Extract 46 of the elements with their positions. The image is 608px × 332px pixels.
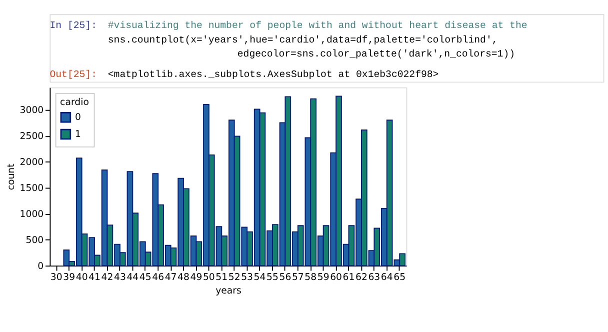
x-tick-label: 48 xyxy=(178,272,190,284)
text: #visualizing the number of people with and without heart disease at the xyxy=(108,20,528,32)
x-tick-label: 55 xyxy=(266,272,278,284)
x-tick-label: 64 xyxy=(380,272,393,284)
x-tick-label: 40 xyxy=(76,272,88,284)
x-tick-label: 39 xyxy=(63,272,76,284)
x-tick-label: 51 xyxy=(216,272,228,284)
x-tick-label: 47 xyxy=(164,272,177,284)
y-axis-title: count xyxy=(6,163,18,190)
legend-label: 1 xyxy=(75,129,82,140)
x-tick-label: 56 xyxy=(279,272,292,284)
y-tick-label: 1500 xyxy=(20,182,44,194)
x-tick-label: 50 xyxy=(202,272,215,284)
x-tick-label: 59 xyxy=(317,272,330,284)
x-tick-label: 42 xyxy=(101,272,114,284)
x-tick-label: 53 xyxy=(241,272,254,284)
y-tick-label: 500 xyxy=(26,234,44,246)
x-tick-label: 43 xyxy=(114,272,126,284)
text: edgecolor=sns.color_palette('dark',n_colors=1)) xyxy=(237,48,516,60)
x-tick-label: 52 xyxy=(228,272,240,284)
x-tick-label: 58 xyxy=(304,272,317,284)
x-tick-label: 54 xyxy=(254,272,266,284)
x-tick-label: 45 xyxy=(139,272,152,284)
x-tick-label: 49 xyxy=(190,272,202,284)
y-tick-label: 2500 xyxy=(20,130,44,142)
y-tick-label: 1000 xyxy=(20,208,44,220)
x-tick-label: 57 xyxy=(292,272,304,284)
x-tick-label: 65 xyxy=(394,272,406,284)
x-tick-label: 63 xyxy=(368,272,380,284)
y-tick-label: 3000 xyxy=(20,104,44,116)
x-tick-label: 60 xyxy=(330,272,342,284)
text: sns.countplot(x='years',hue='cardio',data=df,palette='colorblind', xyxy=(108,34,498,46)
x-tick-label: 46 xyxy=(152,272,164,284)
text: Out[25]: xyxy=(50,69,97,80)
y-tick-label: 2000 xyxy=(20,156,44,168)
x-tick-label: 44 xyxy=(126,272,139,284)
y-tick-label: 0 xyxy=(38,260,44,272)
text: <matplotlib.axes._subplots.AxesSubplot at 0x1eb3c022f98> xyxy=(108,69,439,80)
x-tick-label: 30 xyxy=(50,272,62,284)
x-tick-label: 41 xyxy=(88,272,101,284)
legend-title: cardio xyxy=(60,97,90,108)
x-tick-label: 62 xyxy=(355,272,368,284)
legend-label: 0 xyxy=(75,112,82,124)
text: In [25]: xyxy=(50,20,97,32)
x-tick-label: 61 xyxy=(342,272,355,284)
x-axis-title: years xyxy=(216,285,242,296)
